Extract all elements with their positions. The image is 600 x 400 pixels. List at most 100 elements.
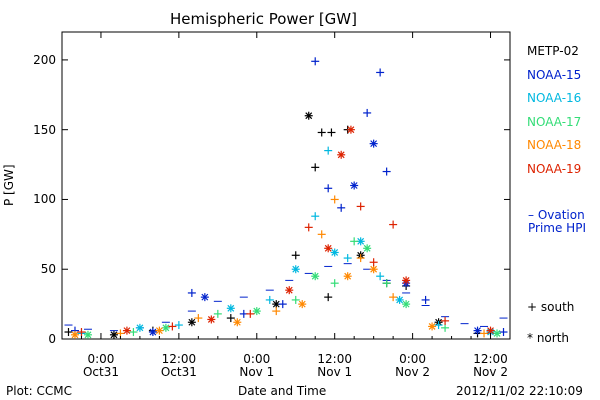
x-tick-label: 12:00 (473, 352, 508, 366)
south-marker (174, 321, 183, 330)
data-marks (64, 57, 508, 339)
north-marker (363, 244, 372, 253)
north-marker (311, 272, 320, 281)
south-marker (499, 328, 508, 337)
legend-entry: METP-02 (527, 44, 579, 58)
legend-entry: NOAA-16 (527, 91, 582, 105)
chart-title: Hemispheric Power [GW] (170, 10, 357, 28)
legend-entry: NOAA-17 (527, 114, 582, 129)
north-marker (207, 315, 216, 324)
south-marker (311, 163, 320, 172)
footer-credit: Plot: CCMC (6, 384, 72, 398)
x-tick-label: Nov 2 (473, 365, 508, 379)
marker-legend-south: + south (527, 300, 575, 314)
north-marker (122, 326, 131, 335)
legend-entry: NOAA-15 (527, 67, 582, 82)
x-tick-label: 12:00 (317, 352, 352, 366)
south-marker (291, 251, 300, 260)
south-marker (226, 314, 235, 323)
y-tick-label: 100 (33, 192, 56, 207)
ovation-legend-line1: – Ovation (528, 208, 585, 222)
north-marker (233, 318, 242, 327)
north-marker (187, 318, 196, 327)
south-marker (389, 293, 398, 302)
north-marker (330, 248, 339, 257)
marker-legend-north: * north (527, 331, 570, 345)
south-marker (278, 300, 287, 309)
north-marker (337, 150, 346, 159)
north-marker (109, 330, 118, 339)
y-tick-label: 200 (33, 52, 56, 67)
south-marker (317, 128, 326, 137)
south-marker (291, 295, 300, 304)
south-marker (376, 68, 385, 77)
north-marker (346, 125, 355, 134)
x-tick-label: Oct31 (82, 365, 119, 379)
north-marker (369, 139, 378, 148)
x-tick-label: Nov 1 (239, 365, 275, 379)
x-axis-label: Date and Time (238, 384, 327, 398)
south-marker (382, 167, 391, 176)
x-tick-label: 0:00 (243, 352, 271, 366)
south-marker (330, 279, 339, 288)
south-marker (480, 329, 489, 338)
south-marker (337, 203, 346, 212)
south-marker (77, 328, 86, 337)
x-tick-label: Nov 2 (395, 365, 431, 379)
north-marker (304, 111, 313, 120)
north-marker (298, 300, 307, 309)
south-marker (382, 279, 391, 288)
north-marker (395, 295, 404, 304)
south-marker (369, 258, 378, 267)
y-tick-label: 0 (48, 332, 56, 346)
south-marker (304, 223, 313, 232)
north-marker (324, 244, 333, 253)
south-marker (327, 128, 336, 137)
south-marker (330, 195, 339, 204)
x-tick-label: 0:00 (399, 352, 427, 366)
south-marker (421, 295, 430, 304)
south-marker (389, 220, 398, 229)
y-axis-label: P [GW] (2, 164, 16, 206)
north-marker (70, 330, 79, 339)
south-marker (376, 272, 385, 281)
north-marker (272, 300, 281, 309)
ovation-legend-line2: Prime HPI (528, 221, 586, 235)
south-marker (311, 57, 320, 66)
south-marker (246, 309, 255, 318)
south-marker (194, 314, 203, 323)
south-marker (363, 108, 372, 117)
y-tick-label: 50 (40, 262, 56, 277)
south-marker (64, 328, 73, 337)
legend-entry: NOAA-18 (527, 138, 582, 152)
axis-ticks (62, 32, 511, 340)
south-marker (272, 307, 281, 316)
south-marker (356, 254, 365, 263)
north-marker (493, 329, 502, 338)
south-marker (324, 184, 333, 193)
north-marker (200, 293, 209, 302)
north-marker (226, 304, 235, 313)
x-tick-label: 0:00 (87, 352, 115, 366)
south-marker (213, 309, 222, 318)
south-marker (441, 323, 450, 332)
legend-entry: NOAA-19 (527, 161, 582, 176)
x-tick-label: Oct31 (160, 365, 197, 379)
north-marker (473, 326, 482, 335)
south-marker (317, 230, 326, 239)
south-marker (265, 295, 274, 304)
north-marker (285, 286, 294, 295)
south-marker (441, 316, 450, 325)
north-marker (148, 328, 157, 337)
north-marker (402, 276, 411, 285)
south-marker (343, 254, 352, 263)
south-marker (324, 146, 333, 155)
south-marker (356, 202, 365, 211)
north-marker (369, 265, 378, 274)
north-marker (83, 330, 92, 339)
north-marker (402, 300, 411, 309)
south-marker (311, 212, 320, 221)
footer-timestamp: 2012/11/02 22:10:09 (456, 384, 583, 398)
north-marker (155, 326, 164, 335)
